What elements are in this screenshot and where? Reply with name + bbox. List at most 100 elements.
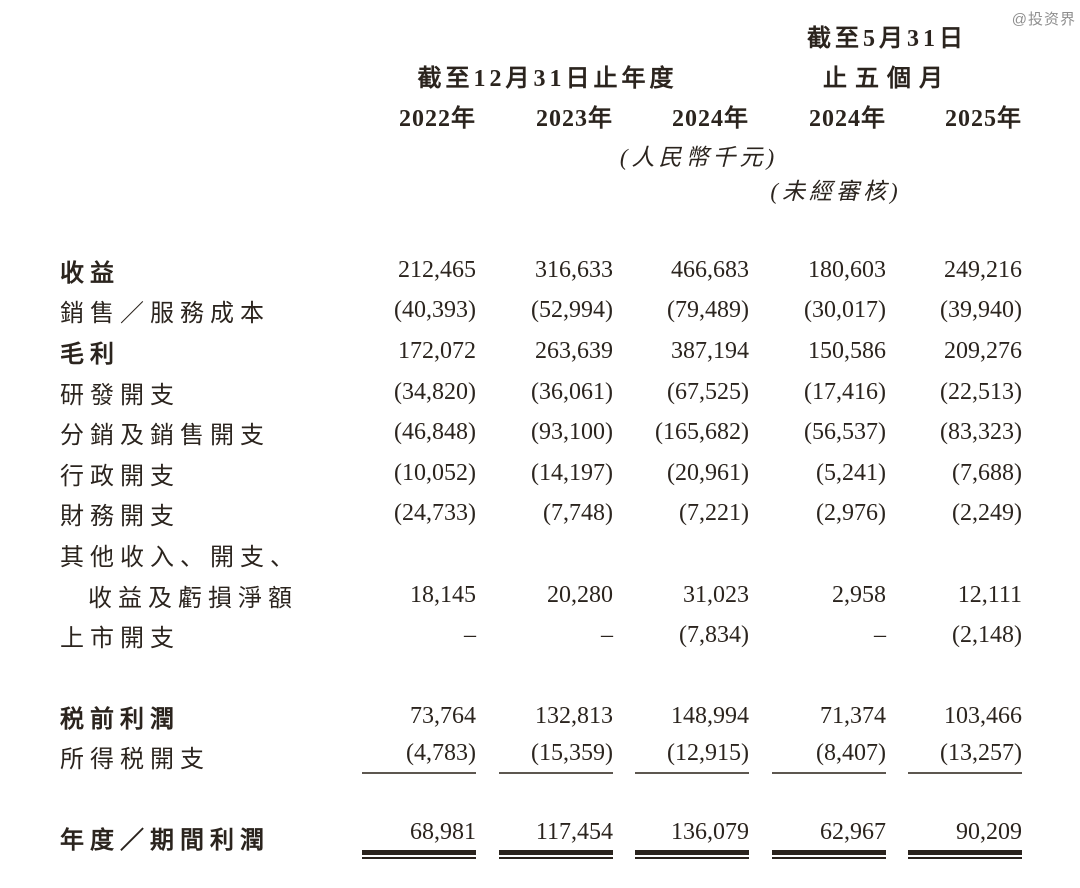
row-value-2025: 12,111 <box>957 581 1022 608</box>
row-value-2024-5m: (56,537) <box>804 419 886 446</box>
row-spacer <box>0 656 1080 696</box>
row-value-2025: (22,513) <box>940 378 1022 405</box>
row-value-2024-5m: (2,976) <box>816 500 886 527</box>
row-value-2023: (36,061) <box>531 378 613 405</box>
row-value-2025: 90,209 <box>886 819 1022 860</box>
row-value-2024-5m: (17,416) <box>804 378 886 405</box>
row-value-2022: 68,981 <box>340 819 476 860</box>
row-value-2023: (93,100) <box>531 419 613 446</box>
watermark-text: @投资界 <box>1011 11 1076 28</box>
row-value-2025: (83,323) <box>940 419 1022 446</box>
row-value-2024-5m: 2,958 <box>832 581 886 608</box>
row-value-2022: – <box>464 622 476 649</box>
table-row: 收益 212,465 316,633 466,683 180,603 249,2… <box>0 250 1080 291</box>
row-label: 銷售／服務成本 <box>60 301 270 328</box>
row-value-2025 <box>886 541 1022 568</box>
table-row: 銷售／服務成本 (40,393) (52,994) (79,489) (30,0… <box>0 291 1080 332</box>
table-row: 其他收入、開支、 <box>0 534 1080 575</box>
row-value-2024-5m: (30,017) <box>804 297 886 324</box>
row-value-2024 <box>613 541 749 568</box>
row-value-2023: (15,359) <box>476 740 613 774</box>
row-label: 上市開支 <box>60 626 180 653</box>
row-value-2022: (4,783) <box>340 740 476 774</box>
header-annual-period: 截至12月31日止年度 <box>417 66 678 92</box>
table-row: 税前利潤 73,764 132,813 148,994 71,374 103,4… <box>0 696 1080 737</box>
row-label: 毛利 <box>60 341 120 368</box>
header-five-months-line2: 止五個月 <box>823 66 951 92</box>
row-value-2022: (40,393) <box>394 297 476 324</box>
row-label: 税前利潤 <box>60 706 180 733</box>
row-value-2024: (67,525) <box>667 378 749 405</box>
row-value-2023: – <box>601 622 613 649</box>
header-year-2023: 2023年 <box>536 106 613 132</box>
header-year-2022: 2022年 <box>399 106 476 132</box>
row-value-2025: 103,466 <box>944 702 1022 729</box>
row-label: 研發開支 <box>60 382 180 409</box>
row-value-2024: 31,023 <box>683 581 749 608</box>
row-value-2024: (7,221) <box>679 500 749 527</box>
row-label: 其他收入、開支、 <box>60 544 300 571</box>
row-value-2022: (34,820) <box>394 378 476 405</box>
table-row: 行政開支 (10,052) (14,197) (20,961) (5,241) … <box>0 453 1080 494</box>
row-value-2023: 316,633 <box>535 256 613 283</box>
row-value-2024-5m: (8,407) <box>749 740 886 774</box>
row-value-2022: 73,764 <box>410 702 476 729</box>
currency-unit-note: (人民幣千元) <box>619 145 779 170</box>
row-value-2024-5m: 180,603 <box>808 256 886 283</box>
row-value-2025: (2,249) <box>952 500 1022 527</box>
row-value-2025: 249,216 <box>944 256 1022 283</box>
table-body: 收益 212,465 316,633 466,683 180,603 249,2… <box>0 250 1080 860</box>
row-value-2022 <box>340 541 476 568</box>
table-row: 財務開支 (24,733) (7,748) (7,221) (2,976) (2… <box>0 494 1080 535</box>
row-value-2024-5m: – <box>874 622 886 649</box>
row-value-2022: (46,848) <box>394 419 476 446</box>
row-value-2024-5m: 62,967 <box>749 819 886 860</box>
row-value-2022: (24,733) <box>394 500 476 527</box>
row-spacer <box>0 777 1080 817</box>
row-value-2023: 117,454 <box>476 819 613 860</box>
header-year-2025: 2025年 <box>945 106 1022 132</box>
table-row: 收益及虧損淨額 18,145 20,280 31,023 2,958 12,11… <box>0 575 1080 616</box>
row-value-2024-5m <box>749 541 886 568</box>
row-value-2025: (2,148) <box>952 622 1022 649</box>
unaudited-note: (未經審核) <box>770 179 902 204</box>
row-value-2025: 209,276 <box>944 337 1022 364</box>
row-value-2023: 132,813 <box>535 702 613 729</box>
header-five-months-line1: 截至5月31日 <box>807 26 967 52</box>
row-value-2024-5m: (5,241) <box>816 459 886 486</box>
row-value-2022: 172,072 <box>398 337 476 364</box>
row-value-2024: (7,834) <box>679 622 749 649</box>
row-label: 年度／期間利潤 <box>60 827 270 854</box>
row-value-2022: 212,465 <box>398 256 476 283</box>
row-value-2023: 20,280 <box>547 581 613 608</box>
table-row: 上市開支 – – (7,834) – (2,148) <box>0 615 1080 656</box>
row-value-2023 <box>476 541 613 568</box>
row-label: 分銷及銷售開支 <box>60 423 270 450</box>
row-value-2023: 263,639 <box>535 337 613 364</box>
table-row: 分銷及銷售開支 (46,848) (93,100) (165,682) (56,… <box>0 412 1080 453</box>
row-value-2024-5m: 150,586 <box>808 337 886 364</box>
row-value-2024: 148,994 <box>671 702 749 729</box>
row-value-2024: 387,194 <box>671 337 749 364</box>
table-row: 年度／期間利潤 68,981 117,454 136,079 62,967 90… <box>0 817 1080 860</box>
table-row: 研發開支 (34,820) (36,061) (67,525) (17,416)… <box>0 372 1080 413</box>
row-value-2024-5m: 71,374 <box>820 702 886 729</box>
header-year-row: 2022年 2023年 2024年 2024年 2025年 <box>0 98 1080 133</box>
row-label: 行政開支 <box>60 463 180 490</box>
row-value-2023: (7,748) <box>543 500 613 527</box>
row-value-2025: (13,257) <box>886 740 1022 774</box>
row-value-2024: 466,683 <box>671 256 749 283</box>
header-year-2024-5m: 2024年 <box>809 106 886 132</box>
row-label: 收益及虧損淨額 <box>88 585 298 612</box>
row-label: 財務開支 <box>60 504 180 531</box>
table-header: 截至5月31日 止五個月 截至12月31日止年度 2022年 2023年 202… <box>0 0 1080 246</box>
table-row: 毛利 172,072 263,639 387,194 150,586 209,2… <box>0 331 1080 372</box>
row-value-2024: (20,961) <box>667 459 749 486</box>
row-value-2025: (39,940) <box>940 297 1022 324</box>
table-row: 所得税開支 (4,783) (15,359) (12,915) (8,407) … <box>0 737 1080 778</box>
row-value-2025: (7,688) <box>952 459 1022 486</box>
row-value-2024: (79,489) <box>667 297 749 324</box>
row-label: 收益 <box>60 260 120 287</box>
row-label: 所得税開支 <box>60 747 210 774</box>
